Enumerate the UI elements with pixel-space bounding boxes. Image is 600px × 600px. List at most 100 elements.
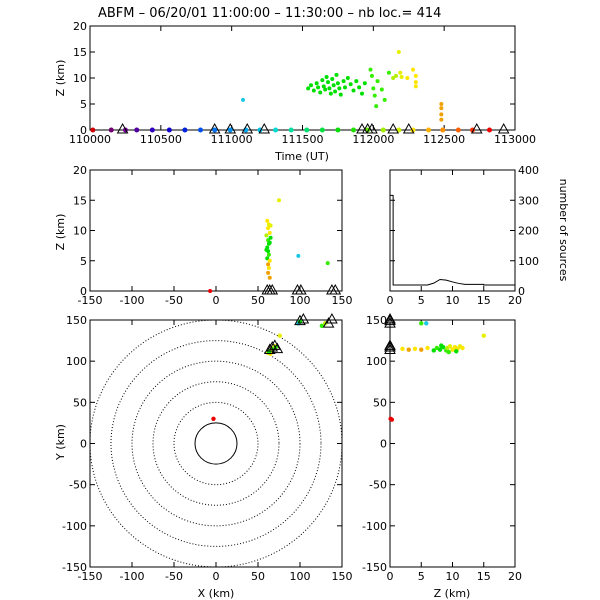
x-tick-label: 150 xyxy=(332,294,353,307)
station-triangle xyxy=(497,122,510,134)
y-tick-label: -100 xyxy=(62,520,87,533)
source-point xyxy=(325,261,330,266)
y-tick-label: -100 xyxy=(362,520,387,533)
y-tick-label: 15 xyxy=(73,46,87,59)
y-tick-label: -50 xyxy=(69,479,87,492)
source-point xyxy=(335,81,340,86)
source-point xyxy=(327,86,332,91)
source-point xyxy=(328,91,333,96)
source-point xyxy=(334,72,339,77)
source-point xyxy=(439,102,444,106)
source-point xyxy=(460,345,465,351)
x-tick-label: 5 xyxy=(418,570,425,583)
source-point xyxy=(386,70,391,75)
x-tick-label: -50 xyxy=(165,570,183,583)
x-tick-label: 100 xyxy=(290,294,311,307)
station-triangle xyxy=(258,122,271,134)
source-point xyxy=(314,81,319,86)
ground-dot xyxy=(227,127,233,133)
y-tick-label: 5 xyxy=(80,98,87,111)
source-point xyxy=(413,73,418,78)
range-ring xyxy=(131,360,301,527)
source-point xyxy=(413,80,418,85)
ground-dot xyxy=(166,127,172,133)
source-point xyxy=(447,344,453,349)
source-point xyxy=(265,256,270,261)
station-triangle xyxy=(326,312,338,324)
source-point xyxy=(296,253,301,258)
ground-dot xyxy=(134,127,140,133)
x-tick-label: 110500 xyxy=(140,133,182,146)
source-point xyxy=(371,86,376,91)
figure-title: ABFM – 06/20/01 11:00:00 – 11:30:00 – nb… xyxy=(98,6,441,21)
x-tick-label: 20 xyxy=(508,570,522,583)
x-tick-label: 15 xyxy=(477,570,491,583)
station-triangle xyxy=(384,312,396,324)
source-point xyxy=(211,416,216,421)
y-tick-label: 50 xyxy=(73,396,87,409)
source-point xyxy=(398,70,403,75)
source-point xyxy=(362,81,367,86)
height-y-ticks: 0 5 10 15 20 -150 -100 -50 0 50 100 150 xyxy=(362,314,522,583)
y-tick-label: 0 xyxy=(380,438,387,451)
y-tick-label: 200 xyxy=(518,225,539,238)
x-tick-label: -150 xyxy=(78,570,103,583)
station-triangle xyxy=(384,314,396,326)
ground-dot xyxy=(198,127,203,133)
x-tick-label: 10 xyxy=(446,294,460,307)
source-point xyxy=(425,345,430,351)
source-point xyxy=(382,97,387,102)
source-point xyxy=(337,86,342,91)
plan-view-ticks: -150 -100 -50 0 50 100 150 -150 -100 -50 0 50 100 150 xyxy=(62,314,352,583)
source-point xyxy=(268,223,273,228)
source-point xyxy=(374,104,379,109)
source-point xyxy=(265,218,270,223)
x-tick-label: 112500 xyxy=(423,133,465,146)
source-point xyxy=(324,74,329,79)
y-tick-label: 100 xyxy=(66,355,87,368)
ground-dot xyxy=(90,127,96,133)
source-point xyxy=(439,106,444,111)
station-triangle xyxy=(387,122,400,134)
source-point xyxy=(268,235,273,240)
source-point xyxy=(379,87,384,92)
time-height-panel: 110000 110500 111000 111500 112000 112500 1130… xyxy=(54,20,536,163)
time-height-xlabel: Time (UT) xyxy=(274,150,329,163)
source-point xyxy=(309,83,313,88)
source-point xyxy=(318,90,323,95)
ground-dot xyxy=(212,127,218,133)
source-point xyxy=(369,73,374,78)
source-point xyxy=(343,85,347,90)
source-point xyxy=(267,240,272,245)
source-point xyxy=(266,270,271,275)
ground-dot xyxy=(149,127,155,133)
x-tick-label: 110000 xyxy=(69,133,111,146)
ground-dot xyxy=(273,127,279,133)
source-point xyxy=(345,76,350,80)
x-tick-label: 0 xyxy=(213,294,220,307)
plan-view-ylabel: Y (km) xyxy=(54,424,67,461)
source-point xyxy=(264,233,269,238)
time-height-ticks: 110000 110500 111000 111500 112000 112500 1130… xyxy=(69,20,536,146)
station-triangle xyxy=(384,339,396,350)
source-point xyxy=(399,74,404,79)
plan-view-panel: -150 -100 -50 0 50 100 150 -150 -100 -50 0 50 100 150… xyxy=(54,312,353,600)
x-tick-label: 150 xyxy=(332,570,353,583)
plan-view-xlabel: X (km) xyxy=(198,587,235,600)
x-height-marks xyxy=(208,198,342,295)
x-height-ylabel: Z (km) xyxy=(54,214,67,251)
station-triangle xyxy=(294,314,306,326)
ground-dot xyxy=(288,127,294,133)
station-triangle xyxy=(291,283,304,295)
x-tick-label: 15 xyxy=(477,294,491,307)
source-point xyxy=(394,73,398,78)
station-triangle xyxy=(294,283,307,295)
source-point xyxy=(372,93,377,98)
range-ring xyxy=(173,401,259,486)
station-triangle xyxy=(384,340,396,352)
x-tick-label: 113000 xyxy=(494,133,536,146)
source-point xyxy=(351,88,356,93)
source-point xyxy=(419,321,424,326)
y-tick-label: 50 xyxy=(373,396,387,409)
